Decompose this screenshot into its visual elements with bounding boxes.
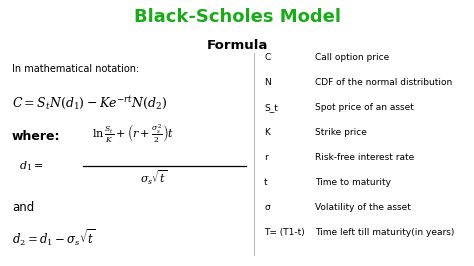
Text: Strike price: Strike price bbox=[315, 128, 367, 137]
Text: and: and bbox=[12, 201, 34, 214]
Text: K: K bbox=[264, 128, 270, 137]
Text: r: r bbox=[264, 153, 268, 162]
Text: $\ln\frac{S_t}{K} + \left(r + \frac{\sigma_s^2}{2}\right) t$: $\ln\frac{S_t}{K} + \left(r + \frac{\sig… bbox=[92, 123, 174, 145]
Text: S_t: S_t bbox=[264, 103, 278, 112]
Text: Formula: Formula bbox=[206, 39, 268, 52]
Text: Call option price: Call option price bbox=[315, 53, 390, 62]
Text: T= (T1-t): T= (T1-t) bbox=[264, 228, 305, 237]
Text: C: C bbox=[264, 53, 270, 62]
Text: Black-Scholes Model: Black-Scholes Model bbox=[134, 8, 340, 26]
Text: In mathematical notation:: In mathematical notation: bbox=[12, 64, 139, 74]
Text: $d_1 =$: $d_1 =$ bbox=[19, 159, 44, 173]
Text: N: N bbox=[264, 78, 271, 87]
Text: Spot price of an asset: Spot price of an asset bbox=[315, 103, 414, 112]
Text: Risk-free interest rate: Risk-free interest rate bbox=[315, 153, 414, 162]
Text: $d_2 = d_1 - \sigma_s \sqrt{t}$: $d_2 = d_1 - \sigma_s \sqrt{t}$ bbox=[12, 227, 96, 248]
Text: Time to maturity: Time to maturity bbox=[315, 178, 391, 187]
Text: $C = S_t N(d_1) - Ke^{-rt} N(d_2)$: $C = S_t N(d_1) - Ke^{-rt} N(d_2)$ bbox=[12, 94, 167, 111]
Text: Volatility of the asset: Volatility of the asset bbox=[315, 203, 411, 212]
Text: t: t bbox=[264, 178, 268, 187]
Text: $\sigma_s \sqrt{t}$: $\sigma_s \sqrt{t}$ bbox=[140, 169, 167, 187]
Text: Time left till maturity(in years): Time left till maturity(in years) bbox=[315, 228, 455, 237]
Text: where:: where: bbox=[12, 130, 60, 143]
Text: CDF of the normal distribution: CDF of the normal distribution bbox=[315, 78, 453, 87]
Text: σ: σ bbox=[264, 203, 270, 212]
